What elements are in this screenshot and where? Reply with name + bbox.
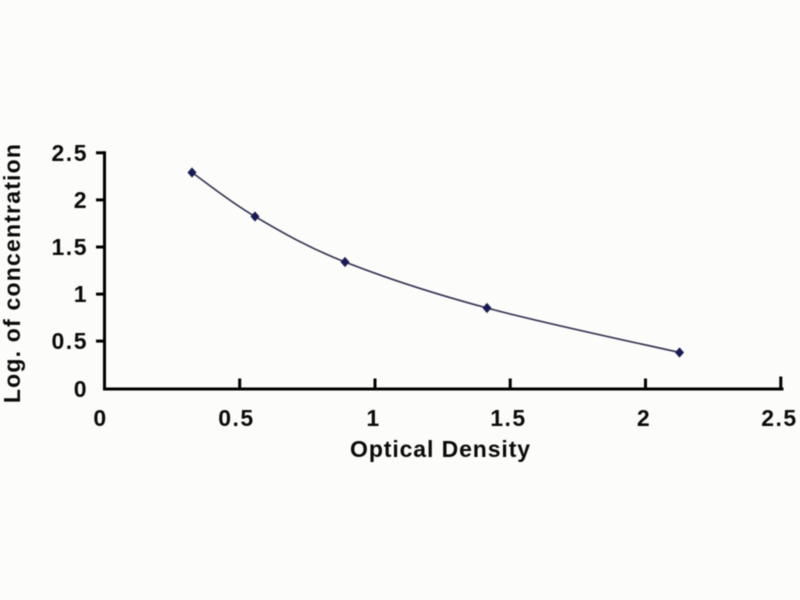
svg-text:2.5: 2.5: [761, 405, 797, 431]
svg-text:Optical Density: Optical Density: [350, 436, 531, 462]
svg-text:0: 0: [93, 405, 107, 431]
svg-text:1: 1: [366, 405, 380, 431]
svg-text:2.5: 2.5: [52, 140, 88, 166]
svg-text:Log. of concentration: Log. of concentration: [0, 143, 25, 403]
svg-text:0.5: 0.5: [218, 405, 254, 431]
svg-text:1.5: 1.5: [490, 405, 526, 431]
svg-text:2: 2: [74, 187, 88, 213]
svg-text:0.5: 0.5: [52, 328, 88, 354]
svg-text:2: 2: [637, 405, 651, 431]
svg-text:1: 1: [74, 281, 88, 307]
svg-text:1.5: 1.5: [52, 234, 88, 260]
svg-text:0: 0: [74, 376, 88, 402]
